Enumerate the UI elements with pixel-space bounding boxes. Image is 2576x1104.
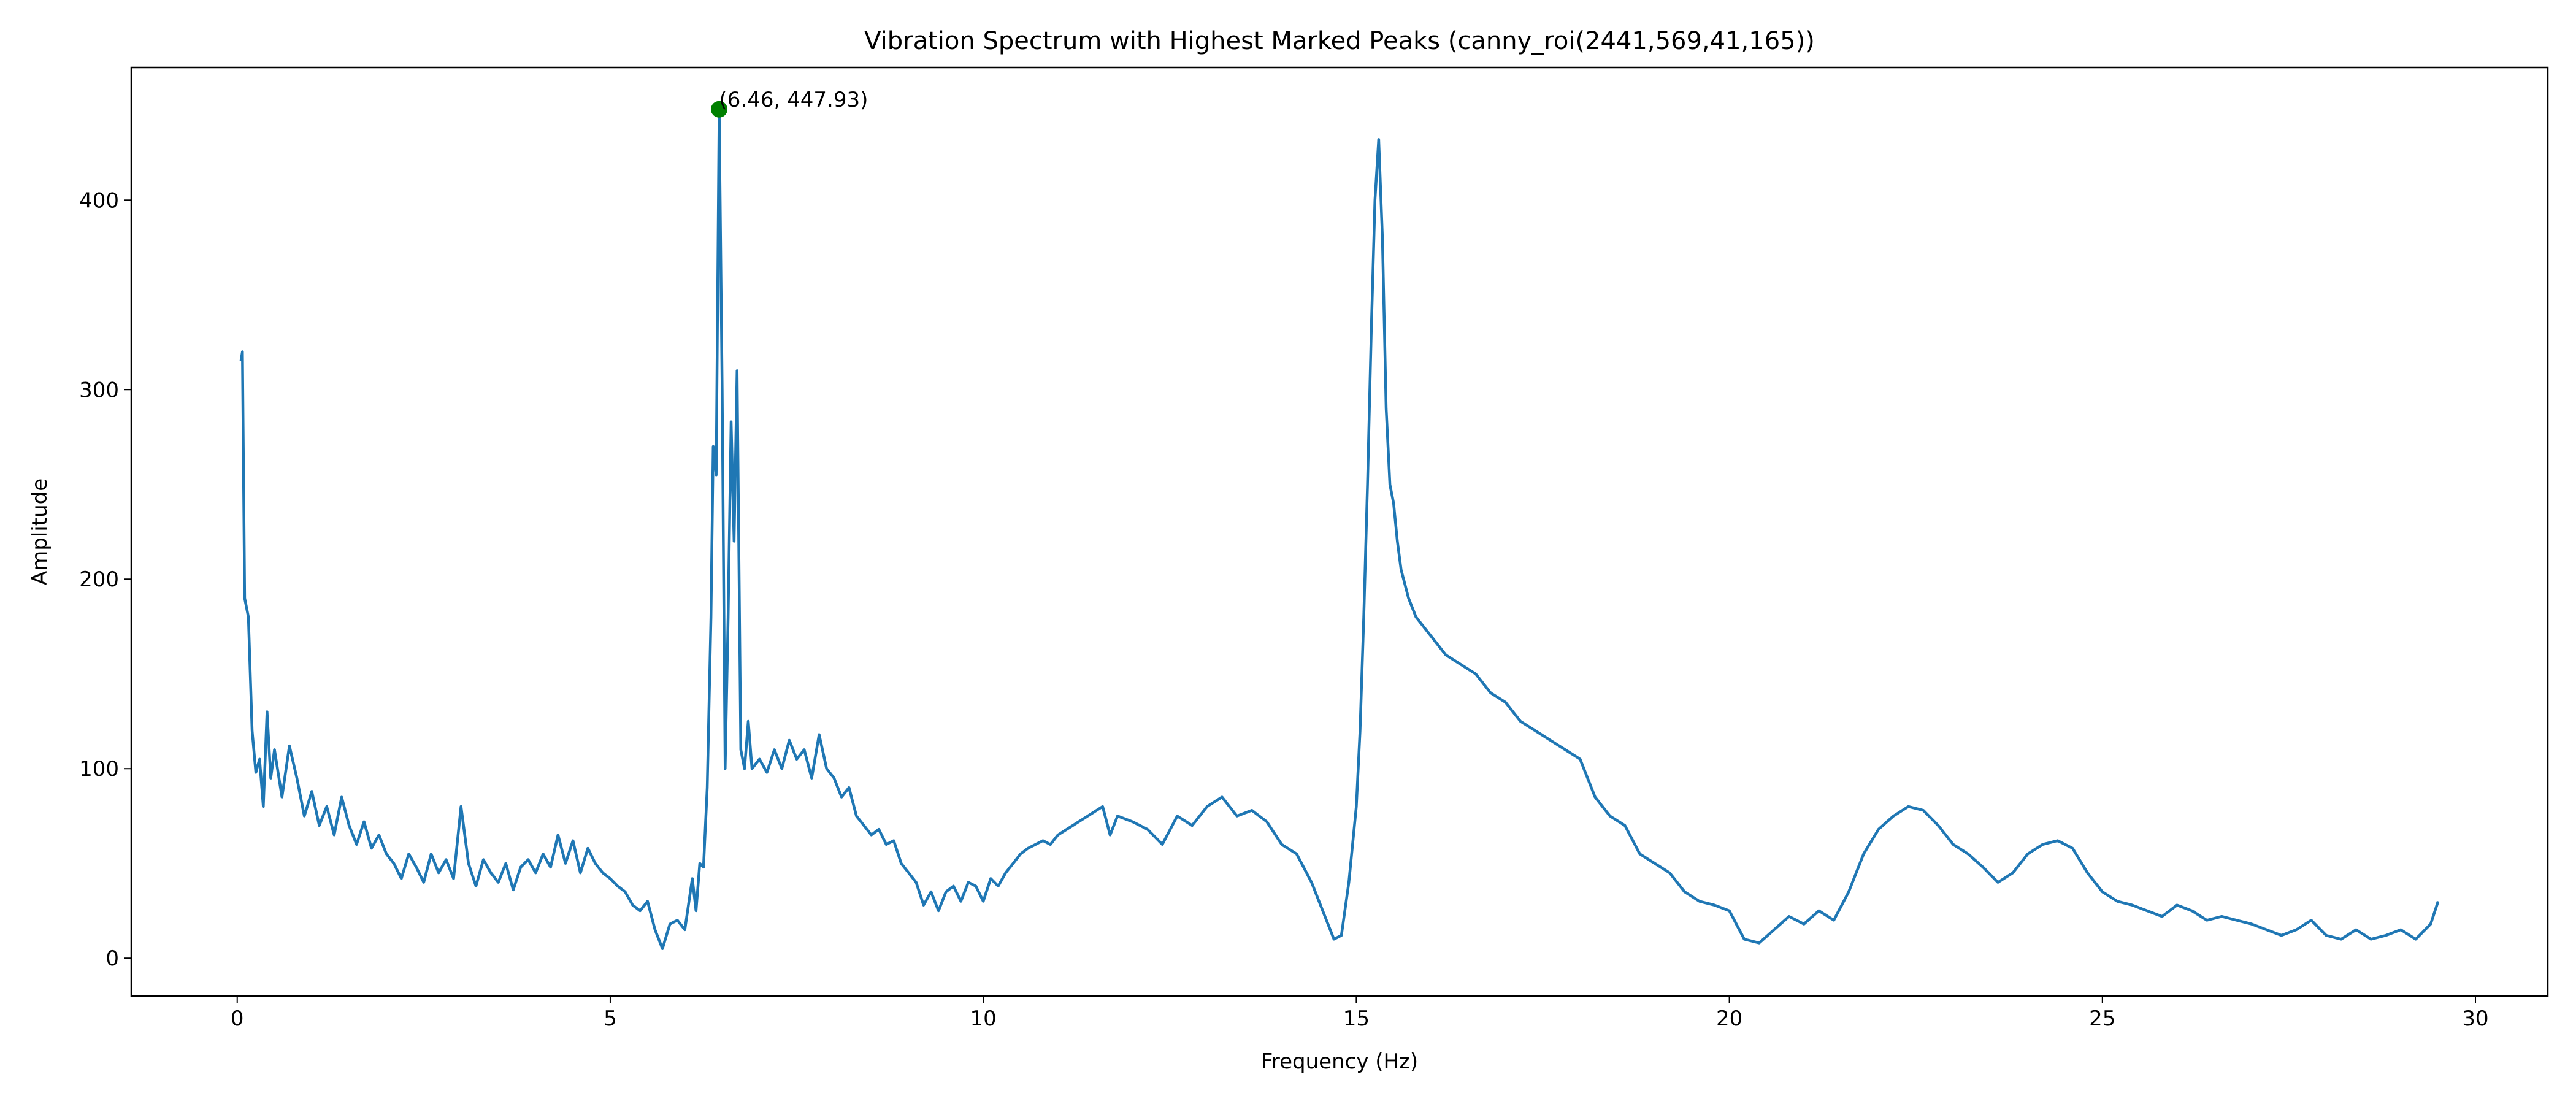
y-axis-label: Amplitude (28, 478, 52, 585)
x-tick-label: 15 (1343, 1006, 1370, 1031)
y-tick-label: 400 (79, 188, 119, 213)
data-line (239, 107, 2440, 951)
x-tick-label: 25 (2089, 1006, 2115, 1031)
x-tick-label: 20 (1716, 1006, 1742, 1031)
x-tick-label: 30 (2462, 1006, 2488, 1031)
x-tick-label: 5 (604, 1006, 617, 1031)
plot-frame (130, 66, 2549, 997)
y-tick-label: 100 (79, 757, 119, 781)
y-tick-label: 200 (79, 567, 119, 592)
x-tick-label: 0 (231, 1006, 244, 1031)
chart-title: Vibration Spectrum with Highest Marked P… (864, 27, 1815, 55)
peak-marker (711, 101, 728, 118)
y-tick-label: 300 (79, 378, 119, 402)
peak-annotation: (6.46, 447.93) (719, 88, 868, 112)
x-tick-label: 10 (970, 1006, 997, 1031)
y-tick-label: 0 (105, 946, 119, 971)
x-axis-label: Frequency (Hz) (1261, 1049, 1418, 1074)
